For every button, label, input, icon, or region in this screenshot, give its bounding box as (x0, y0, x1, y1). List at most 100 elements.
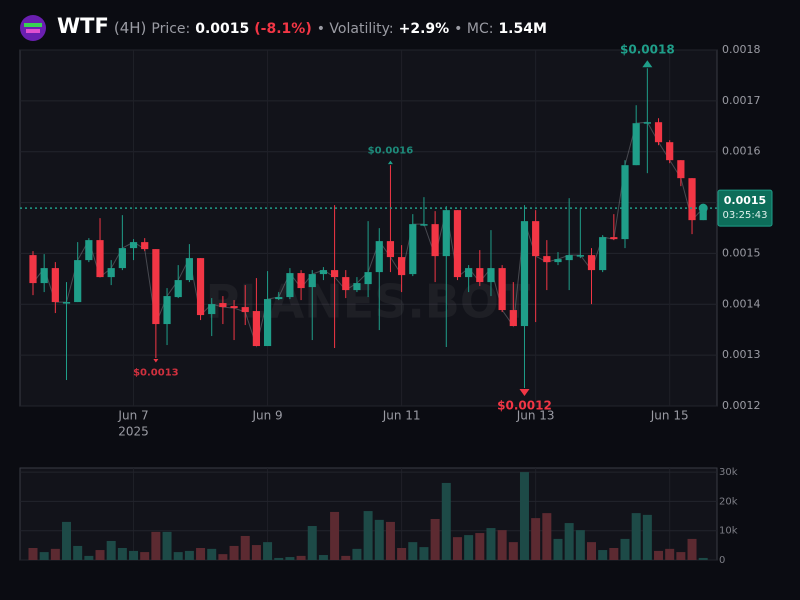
volume-bar (631, 513, 641, 560)
candle-body (319, 270, 328, 275)
volume-bar (50, 548, 60, 560)
x-tick-label: Jun 13 (516, 409, 555, 423)
candle-body (286, 273, 294, 298)
volume-bar (307, 526, 317, 560)
volume-bar (441, 482, 451, 560)
volume-bar (84, 555, 94, 560)
volume-bar (419, 547, 429, 560)
volume-bar (609, 547, 619, 560)
annotation-label: $0.0013 (133, 368, 179, 379)
x-tick-label: Jun 11 (382, 409, 421, 423)
volume-bar (698, 557, 708, 560)
volume-bar (665, 548, 675, 560)
change: (-8.1%) (254, 21, 312, 37)
candle-body (230, 306, 238, 309)
volume-bar (374, 519, 384, 560)
volume-bar (363, 511, 373, 560)
candle-body (610, 237, 618, 240)
candle-body (74, 260, 82, 303)
candle-body (118, 248, 126, 269)
volume-bar (39, 552, 49, 560)
volume-bar (553, 538, 563, 560)
volume-bar (240, 535, 250, 560)
candle-body (453, 210, 462, 278)
volume-bar (654, 550, 664, 560)
volume-bar (564, 523, 574, 560)
y-tick-label: 30k (719, 467, 738, 478)
candle-body (398, 257, 406, 276)
volatility-label: • Volatility: (316, 21, 394, 37)
volume-bar (397, 547, 407, 560)
mc-label: • MC: (454, 21, 494, 37)
candle-body (364, 272, 372, 285)
candle-body (543, 256, 551, 263)
volume-bar (430, 518, 440, 560)
candle-body (62, 302, 71, 304)
logo-circle (20, 15, 46, 41)
volume-bar (140, 552, 150, 560)
candle-body (666, 142, 674, 161)
y-tick-label: 0.0012 (722, 399, 761, 412)
candle-body (565, 255, 573, 261)
annotation-arrow (519, 389, 530, 397)
volume-bar (408, 542, 418, 560)
price-label: Price: (151, 21, 191, 37)
volume-bar (587, 542, 596, 560)
volume-bar (285, 557, 295, 560)
volume-bar (497, 530, 507, 560)
candle-body (677, 160, 685, 179)
candle-body (498, 268, 506, 311)
volume-bar (274, 557, 284, 560)
candle-body (688, 178, 696, 221)
candle-body (375, 241, 383, 273)
candle-body (353, 283, 361, 291)
volume-bar (542, 513, 552, 560)
volume-bar (296, 555, 306, 560)
volume-bar (385, 521, 395, 560)
candle-body (196, 258, 205, 316)
x-tick-label: Jun 15 (650, 409, 689, 423)
y-tick-label: 20k (719, 496, 738, 507)
candle-body (129, 242, 138, 249)
volume-bar (642, 514, 652, 560)
volume-bar (598, 550, 608, 560)
annotation-arrow (387, 160, 393, 165)
price: 0.0015 (195, 21, 250, 37)
y-tick-label: 0.0015 (722, 246, 761, 259)
candle-body (219, 303, 227, 308)
candle-body (275, 297, 283, 300)
candle-body (431, 224, 439, 257)
candle-body (654, 122, 663, 143)
last-price-dot (698, 203, 708, 213)
candle-body (185, 258, 193, 281)
candle-body (252, 311, 260, 347)
volume-bar (151, 531, 161, 560)
candle-body (141, 242, 149, 250)
logo-stripe (26, 29, 40, 33)
candle-body (263, 299, 272, 347)
volume-bar (196, 547, 206, 560)
volume-bar (251, 545, 261, 560)
candle-body (96, 240, 104, 278)
volume-bar (162, 531, 172, 560)
volume-bar (318, 555, 328, 560)
y-tick-label: 0.0016 (722, 145, 761, 158)
volume-bar (452, 537, 462, 560)
y-tick-label: 0.0014 (722, 297, 761, 310)
header: WTF (4H) Price: 0.0015 (-8.1%) • Volatil… (57, 14, 547, 44)
candle-body (342, 277, 350, 291)
volume-bar (28, 547, 38, 560)
annotation-label: $0.0016 (368, 146, 414, 157)
candle-body (465, 268, 473, 278)
y-tick-label: 0.0017 (722, 94, 761, 107)
candle-body (85, 240, 93, 261)
candle-body (621, 165, 629, 240)
volatility: +2.9% (398, 21, 450, 37)
y-tick-label: 0.0018 (722, 43, 761, 56)
candle-body (520, 221, 529, 327)
last-price-tag (717, 189, 773, 227)
candle-body (632, 123, 640, 166)
volume-bar (218, 554, 228, 560)
volume-bar (106, 540, 116, 560)
